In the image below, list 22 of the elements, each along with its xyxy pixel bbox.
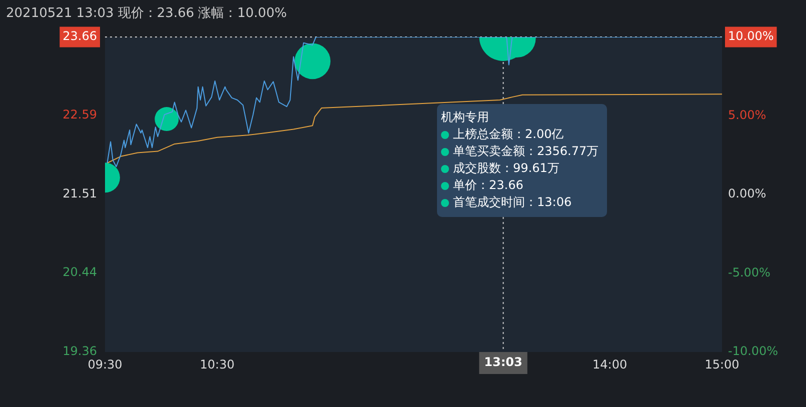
annotation: 成交股数：99.61万 [453, 160, 560, 177]
chart-title: 20210521 13:03 现价：23.66 涨幅：10.00% [6, 5, 287, 22]
annotation: 首笔成交时间：13:06 [453, 194, 572, 211]
y2-tick-label: 0.00% [728, 186, 766, 201]
x-tick-label: 09:30 [88, 357, 122, 372]
annotation: 机构专用 [441, 109, 490, 126]
x-tick-label: 15:00 [704, 357, 740, 372]
y2-tick-label: -10.00% [728, 344, 778, 358]
y-tick-label: 19.36 [62, 344, 97, 358]
y-tick-label: 23.66 [62, 29, 97, 44]
y2-tick-label: -5.00% [728, 265, 770, 280]
y-tick-label: 21.51 [62, 186, 97, 201]
x-tick-label: 14:00 [592, 357, 628, 372]
y-tick-label: 20.44 [62, 265, 97, 280]
y-tick-label: 22.59 [62, 108, 97, 122]
y2-tick-label: 5.00% [728, 108, 766, 122]
annotation: 单价：23.66 [453, 177, 524, 194]
y2-tick-label: 10.00% [728, 29, 774, 44]
ref-line-label: 13:03 [484, 355, 522, 370]
annotation: 单笔买卖金额：2356.77万 [453, 143, 599, 160]
annotation: 上榜总金额：2.00亿 [453, 126, 564, 143]
x-tick-label: 10:30 [200, 357, 234, 372]
